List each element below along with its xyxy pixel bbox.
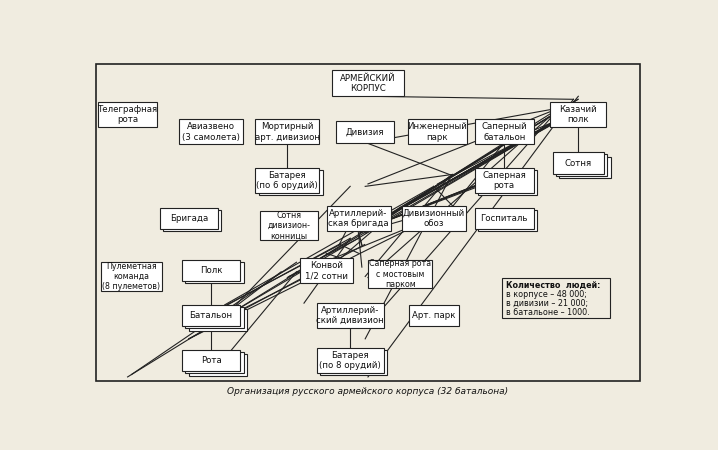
Text: Конвой
1/2 сотни: Конвой 1/2 сотни — [304, 261, 348, 280]
FancyBboxPatch shape — [332, 71, 404, 96]
FancyBboxPatch shape — [317, 303, 383, 328]
FancyBboxPatch shape — [320, 350, 387, 375]
FancyBboxPatch shape — [256, 120, 320, 144]
Text: АРМЕЙСКИЙ
КОРПУС: АРМЕЙСКИЙ КОРПУС — [340, 74, 396, 93]
FancyBboxPatch shape — [189, 354, 247, 376]
FancyBboxPatch shape — [300, 258, 353, 283]
Text: Рота: Рота — [201, 356, 221, 365]
Text: Батарея
(по 6 орудий): Батарея (по 6 орудий) — [256, 171, 318, 190]
FancyBboxPatch shape — [327, 206, 391, 231]
FancyBboxPatch shape — [475, 208, 533, 230]
Text: Количество  людей:: Количество людей: — [506, 281, 601, 290]
FancyBboxPatch shape — [475, 168, 533, 193]
FancyBboxPatch shape — [258, 170, 322, 195]
Text: в корпусе – 48 000;: в корпусе – 48 000; — [506, 290, 587, 299]
FancyBboxPatch shape — [556, 154, 607, 176]
Text: Инженерный
парк: Инженерный парк — [408, 122, 467, 142]
FancyBboxPatch shape — [317, 348, 383, 373]
Text: Бригада: Бригада — [169, 214, 208, 223]
Text: Батарея
(по 8 орудий): Батарея (по 8 орудий) — [320, 351, 381, 370]
Text: Телеграфная
рота: Телеграфная рота — [98, 105, 158, 124]
Text: Арт. парк: Арт. парк — [412, 311, 455, 320]
FancyBboxPatch shape — [260, 212, 318, 240]
FancyBboxPatch shape — [401, 206, 466, 231]
FancyBboxPatch shape — [336, 121, 394, 143]
FancyBboxPatch shape — [185, 352, 243, 374]
Text: Саперная рота
с мостовым
парком: Саперная рота с мостовым парком — [369, 259, 432, 289]
Text: Саперный
батальон: Саперный батальон — [482, 122, 527, 142]
FancyBboxPatch shape — [182, 305, 241, 326]
FancyBboxPatch shape — [185, 262, 243, 284]
FancyBboxPatch shape — [182, 350, 241, 371]
Text: Дивизия: Дивизия — [346, 127, 384, 136]
FancyBboxPatch shape — [553, 153, 604, 174]
FancyBboxPatch shape — [368, 260, 432, 288]
FancyBboxPatch shape — [502, 279, 610, 318]
FancyBboxPatch shape — [409, 305, 459, 326]
Text: Батальон: Батальон — [190, 311, 233, 320]
Text: Пулеметная
команда
(8 пулеметов): Пулеметная команда (8 пулеметов) — [103, 261, 161, 291]
Text: Авиазвено
(3 самолета): Авиазвено (3 самолета) — [182, 122, 240, 142]
Text: Госпиталь: Госпиталь — [480, 214, 528, 223]
FancyBboxPatch shape — [189, 309, 247, 330]
Text: Саперная
рота: Саперная рота — [482, 171, 526, 190]
Text: Сотня: Сотня — [565, 159, 592, 168]
Text: в батальоне – 1000.: в батальоне – 1000. — [506, 307, 590, 316]
Text: Дивизионный
обоз: Дивизионный обоз — [403, 209, 465, 228]
FancyBboxPatch shape — [98, 102, 157, 127]
Text: Артиллерий-
ская бригада: Артиллерий- ская бригада — [328, 209, 389, 228]
FancyBboxPatch shape — [475, 120, 533, 144]
FancyBboxPatch shape — [159, 208, 218, 230]
FancyBboxPatch shape — [256, 168, 320, 193]
Text: Полк: Полк — [200, 266, 223, 275]
FancyBboxPatch shape — [478, 170, 537, 195]
Text: Мортирный
арт. дивизион: Мортирный арт. дивизион — [255, 122, 320, 142]
FancyBboxPatch shape — [409, 120, 467, 144]
FancyBboxPatch shape — [559, 157, 610, 178]
Text: Сотня
дивизион-
конницы: Сотня дивизион- конницы — [268, 211, 310, 240]
FancyBboxPatch shape — [163, 210, 221, 231]
FancyBboxPatch shape — [182, 260, 241, 281]
Text: Организация русского армейского корпуса (32 батальона): Организация русского армейского корпуса … — [228, 387, 508, 396]
Text: Казачий
полк: Казачий полк — [559, 105, 597, 124]
FancyBboxPatch shape — [101, 262, 162, 291]
Text: в дивизии – 21 000;: в дивизии – 21 000; — [506, 299, 588, 308]
FancyBboxPatch shape — [185, 307, 243, 328]
FancyBboxPatch shape — [478, 210, 537, 231]
Text: Артиллерий-
ский дивизион: Артиллерий- ский дивизион — [317, 306, 384, 325]
FancyBboxPatch shape — [179, 120, 243, 144]
FancyBboxPatch shape — [551, 102, 606, 127]
